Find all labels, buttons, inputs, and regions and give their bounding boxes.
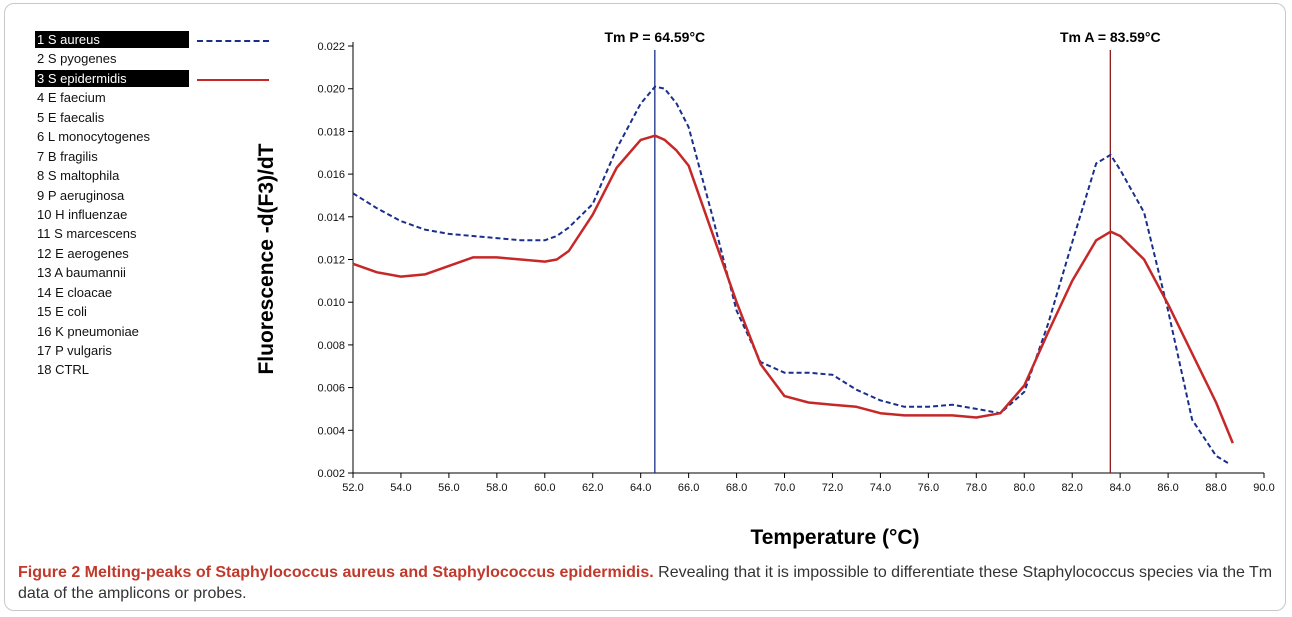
figure-caption: Figure 2 Melting-peaks of Staphylococcus… (18, 562, 1278, 604)
legend-item: 1 S aureus (35, 31, 295, 50)
legend-item: 4 E faecium (35, 89, 295, 108)
y-axis-label: Fluorescence -d(F3)/dT (255, 143, 278, 374)
legend-label: 7 B fragilis (37, 148, 98, 164)
legend-label: 4 E faecium (37, 90, 106, 106)
y-tick-label: 0.022 (317, 41, 345, 53)
x-tick-label: 56.0 (438, 482, 459, 494)
legend-label: 3 S epidermidis (35, 69, 189, 87)
y-tick-label: 0.010 (317, 297, 345, 309)
x-tick-label: 72.0 (822, 482, 843, 494)
x-tick-label: 78.0 (966, 482, 987, 494)
legend-label: 18 CTRL (37, 362, 90, 378)
legend-item: 10 H influenzae (35, 206, 295, 225)
x-tick-label: 64.0 (630, 482, 651, 494)
legend-label: 6 L monocytogenes (37, 129, 150, 145)
legend-swatch (197, 40, 269, 42)
x-tick-label: 90.0 (1253, 482, 1274, 494)
x-tick-label: 88.0 (1205, 482, 1226, 494)
y-tick-label: 0.008 (317, 340, 345, 352)
caption-title: Figure 2 Melting-peaks of Staphylococcus… (18, 564, 654, 581)
x-tick-label: 84.0 (1109, 482, 1130, 494)
legend-item: 17 P vulgaris (35, 342, 295, 361)
x-tick-label: 76.0 (918, 482, 939, 494)
figure-frame: 1 S aureus 2 S pyogenes 3 S epidermidis 4 E… (4, 3, 1286, 611)
legend-label: 17 P vulgaris (37, 343, 112, 358)
x-tick-label: 62.0 (582, 482, 603, 494)
y-tick-label: 0.014 (317, 212, 345, 224)
legend-label: 5 E faecalis (37, 109, 105, 125)
legend-item: 8 S maltophila (35, 167, 295, 186)
x-tick-label: 80.0 (1014, 482, 1035, 494)
legend: 1 S aureus 2 S pyogenes 3 S epidermidis 4 E… (35, 31, 295, 381)
legend-label: 12 E aerogenes (37, 245, 129, 261)
legend-swatch (197, 78, 269, 81)
legend-item: 16 K pneumoniae (35, 323, 295, 342)
series-line-s-epidermidis (352, 134, 1234, 444)
x-tick-label: 86.0 (1157, 482, 1178, 494)
caption-body: Revealing that it is impossible to diffe… (18, 564, 1273, 602)
legend-label: 1 S aureus (35, 31, 189, 48)
legend-item: 7 B fragilis (35, 148, 295, 167)
x-tick-label: 74.0 (870, 482, 891, 494)
legend-item: 2 S pyogenes (35, 50, 295, 69)
legend-label: 14 E cloacae (37, 284, 113, 300)
legend-label: 9 P aeruginosa (37, 187, 125, 203)
legend-item: 14 E cloacae (35, 284, 295, 303)
legend-label: 10 H influenzae (37, 206, 128, 222)
legend-label: 11 S marcescens (37, 226, 137, 242)
melting-peak-chart: 52.0 54.0 56.0 58.0 60.0 62.0 64.0 66.0 68.0 70.0… (255, 29, 1275, 549)
legend-item: 3 S epidermidis (35, 69, 295, 89)
legend-item: 9 P aeruginosa (35, 187, 295, 206)
x-tick-label: 82.0 (1061, 482, 1082, 494)
legend-item: 18 CTRL (35, 361, 295, 380)
legend-item: 6 L monocytogenes (35, 128, 295, 147)
y-tick-label: 0.020 (317, 84, 345, 96)
legend-item: 5 E faecalis (35, 109, 295, 128)
x-tick-label: 58.0 (486, 482, 507, 494)
legend-label: 15 E coli (37, 304, 87, 320)
legend-item: 15 E coli (35, 303, 295, 322)
legend-label: 13 A baumannii (37, 265, 126, 281)
legend-item: 12 E aerogenes (35, 245, 295, 264)
tm-marker-label: Tm A = 83.59°C (1060, 29, 1161, 45)
x-tick-label: 60.0 (534, 482, 555, 494)
x-tick-label: 68.0 (726, 482, 747, 494)
x-tick-label: 52.0 (342, 482, 363, 494)
legend-label: 16 K pneumoniae (37, 323, 139, 339)
x-tick-label: 66.0 (678, 482, 699, 494)
legend-label: 2 S pyogenes (37, 51, 117, 67)
legend-item: 13 A baumannii (35, 264, 295, 283)
legend-label: 8 S maltophila (37, 168, 120, 184)
y-tick-label: 0.016 (317, 169, 345, 181)
x-tick-label: 70.0 (774, 482, 795, 494)
y-tick-label: 0.006 (317, 383, 345, 395)
y-tick-label: 0.002 (317, 468, 345, 480)
y-tick-label: 0.012 (317, 255, 345, 267)
x-axis-label: Temperature (°C) (750, 526, 919, 549)
y-tick-label: 0.018 (317, 126, 345, 138)
legend-item: 11 S marcescens (35, 225, 295, 244)
x-tick-label: 54.0 (390, 482, 411, 494)
series-line-s-aureus (352, 85, 1231, 466)
y-tick-label: 0.004 (317, 425, 345, 437)
tm-marker-label: Tm P = 64.59°C (604, 29, 705, 45)
